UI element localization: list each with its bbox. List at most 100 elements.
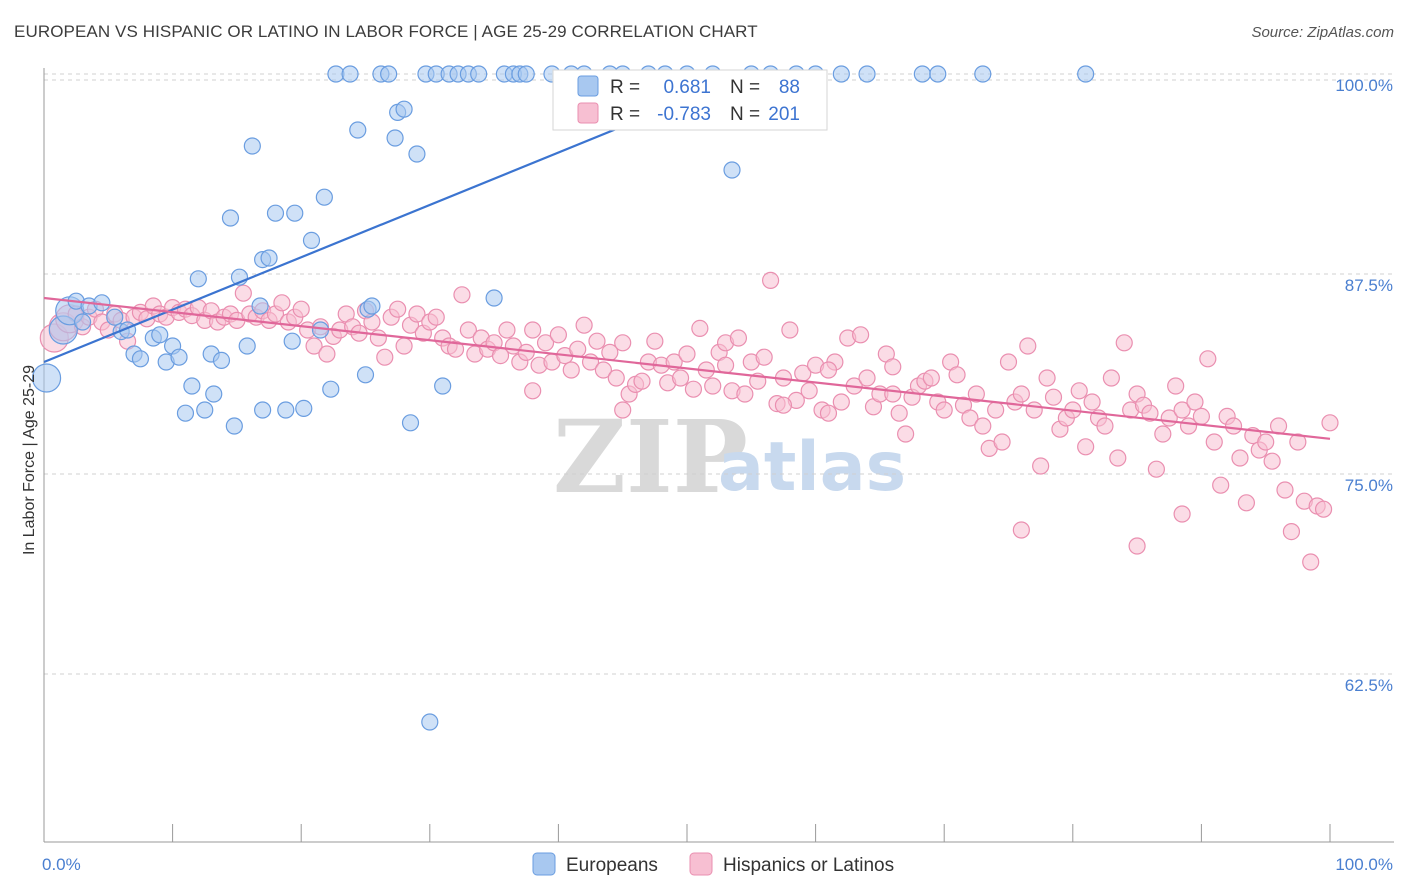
hispanic-point: [614, 401, 632, 419]
hispanic-point: [588, 332, 606, 350]
legend-r-label-2: R =: [610, 104, 640, 125]
hispanic-point: [1205, 433, 1223, 451]
european-point: [183, 377, 201, 395]
legend-n-value-2: 201: [768, 104, 800, 125]
hispanic-point: [1224, 417, 1243, 435]
hispanic-point: [1154, 425, 1172, 443]
hispanic-point: [1173, 505, 1191, 523]
hispanic-point: [1237, 494, 1256, 512]
hispanic-point: [292, 300, 310, 318]
legend-r-value-1: 0.681: [663, 77, 711, 98]
hispanic-point: [1012, 521, 1030, 539]
hispanic-point: [1302, 553, 1320, 571]
legend-box: [552, 69, 828, 131]
european-point: [356, 366, 375, 384]
hispanic-point: [736, 385, 754, 403]
hispanic-point: [446, 340, 465, 358]
hispanic-point: [646, 332, 664, 350]
legend-n-value-1: 88: [779, 77, 800, 98]
hispanic-point: [594, 361, 613, 379]
hispanic-trend-line: [43, 296, 1331, 440]
hispanic-point: [1025, 401, 1043, 419]
hispanic-point: [1115, 334, 1133, 352]
hispanic-point: [890, 404, 908, 422]
bottom-legend-swatch-hispanics: [689, 852, 713, 876]
european-point: [73, 313, 92, 331]
european-point: [401, 414, 420, 432]
hispanic-point: [427, 308, 445, 326]
european-point: [858, 65, 876, 83]
hispanic-point: [408, 305, 426, 323]
hispanic-point: [1032, 457, 1050, 475]
european-point: [832, 65, 850, 83]
hispanic-point: [498, 321, 516, 339]
hispanic-point: [1231, 449, 1249, 467]
legend-swatch-europeans: [577, 75, 599, 97]
european-point: [251, 297, 269, 315]
gridlines: [44, 73, 1394, 675]
hispanic-point: [1019, 337, 1037, 355]
european-point: [212, 351, 231, 369]
y-axis-title: In Labor Force | Age 25-29: [21, 365, 38, 555]
hispanic-point: [369, 329, 387, 347]
hispanic-point: [1102, 369, 1120, 387]
hispanic-point: [691, 319, 709, 337]
european-point: [176, 404, 195, 422]
hispanic-point: [800, 382, 818, 400]
hispanic-point: [1282, 522, 1301, 541]
hispanic-point: [761, 271, 780, 289]
european-point: [421, 713, 439, 731]
y-tick-label: 75.0%: [1345, 476, 1393, 495]
series-legend: Europeans Hispanics or Latinos: [532, 852, 894, 876]
european-point: [517, 65, 535, 83]
hispanic-point: [1314, 500, 1333, 518]
hispanic-point: [999, 353, 1018, 371]
hispanic-point: [459, 321, 477, 339]
european-point: [254, 401, 272, 419]
legend-r-value-2: -0.783: [657, 104, 711, 125]
european-point: [363, 297, 381, 315]
hispanic-point: [1038, 369, 1056, 387]
hispanic-point: [716, 356, 735, 374]
hispanic-point: [1096, 417, 1114, 435]
hispanic-point: [562, 361, 580, 379]
hispanic-point: [774, 396, 793, 414]
chart-source: Source: ZipAtlas.com: [1251, 24, 1394, 41]
european-point: [974, 65, 992, 83]
hispanic-point: [1257, 433, 1275, 451]
axes: [43, 68, 1394, 843]
x-tick-label-min: 0.0%: [42, 855, 81, 874]
european-point: [380, 65, 398, 83]
hispanic-point: [967, 385, 985, 403]
hispanic-point: [935, 401, 953, 419]
european-point: [170, 348, 188, 366]
european-point: [311, 321, 330, 339]
european-point: [286, 204, 304, 222]
hispanic-point: [1070, 382, 1088, 400]
y-tick-label: 87.5%: [1345, 276, 1393, 295]
hispanic-point: [524, 321, 542, 339]
european-point: [1077, 65, 1095, 83]
hispanic-point: [897, 425, 915, 443]
hispanic-point: [395, 337, 413, 355]
european-point: [266, 204, 285, 222]
european-point: [408, 145, 426, 163]
hispanic-point: [1141, 404, 1159, 422]
hispanic-point: [922, 369, 940, 387]
correlation-legend: R = 0.681 N = 88 R = -0.783 N = 201: [552, 69, 828, 131]
hispanic-point: [1109, 449, 1127, 467]
european-point: [225, 417, 243, 435]
european-point: [929, 65, 947, 83]
hispanic-point: [1147, 460, 1165, 478]
y-tick-label: 62.5%: [1345, 676, 1393, 695]
bottom-legend-europeans: Europeans: [566, 855, 658, 876]
european-point: [189, 270, 207, 288]
european-point: [723, 161, 741, 179]
hispanic-point: [1186, 393, 1204, 411]
european-point: [341, 65, 359, 83]
hispanic-point: [1167, 377, 1185, 395]
european-point: [322, 380, 340, 398]
hispanic-point: [1012, 385, 1030, 403]
y-tick-label: 100.0%: [1335, 76, 1393, 95]
